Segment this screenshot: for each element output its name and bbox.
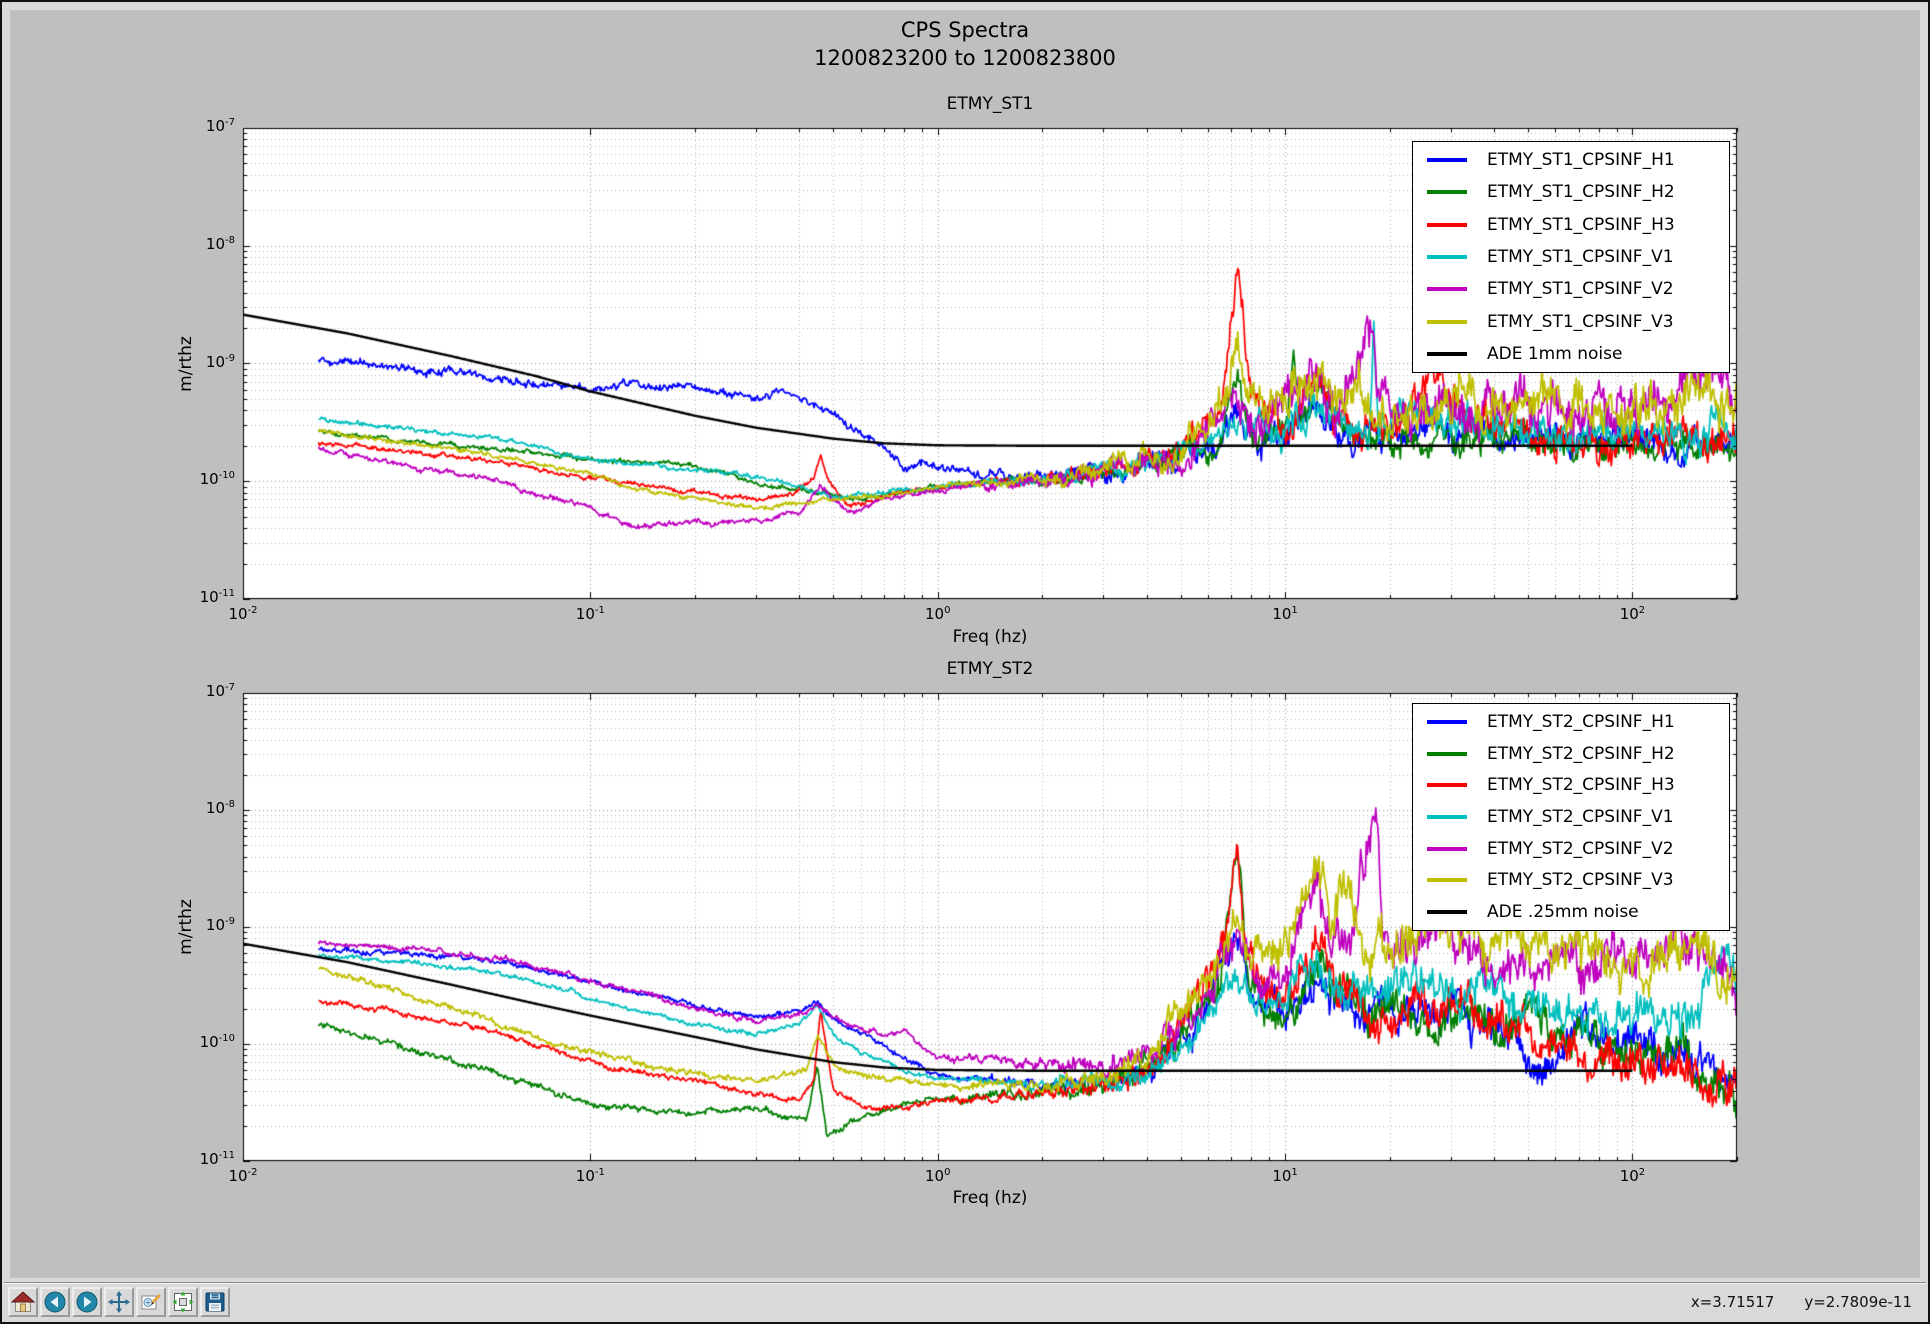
legend-line-swatch — [1427, 815, 1467, 820]
cursor-y-readout: y=2.7809e-11 — [1804, 1293, 1912, 1311]
legend-line-swatch — [1427, 158, 1467, 163]
zoom-rect-button[interactable] — [136, 1286, 166, 1317]
legend-entry: ETMY_ST1_CPSINF_V3 — [1413, 305, 1729, 337]
x-tick-label: 102 — [1619, 605, 1646, 623]
back-button[interactable] — [40, 1286, 70, 1317]
legend-line-swatch — [1427, 287, 1467, 292]
legend-ETMY_ST1: ETMY_ST1_CPSINF_H1 ETMY_ST1_CPSINF_H2 ETMY… — [1412, 141, 1730, 373]
legend-line-swatch — [1427, 222, 1467, 227]
legend-entry: ETMY_ST1_CPSINF_H3 — [1413, 209, 1729, 241]
legend-entry: ETMY_ST2_CPSINF_H3 — [1413, 769, 1729, 801]
legend-label: ETMY_ST2_CPSINF_V3 — [1487, 870, 1674, 891]
forward-button[interactable] — [72, 1286, 102, 1317]
legend-entry: ETMY_ST2_CPSINF_V2 — [1413, 833, 1729, 865]
cursor-readout: x=3.71517 y=2.7809e-11 — [1691, 1283, 1912, 1321]
figure-title-line2: 1200823200 to 1200823800 — [814, 46, 1116, 70]
y-tick-label: 10-7 — [205, 117, 235, 135]
x-tick-label: 10-2 — [228, 605, 258, 623]
legend-entry: ETMY_ST2_CPSINF_V1 — [1413, 801, 1729, 833]
legend-label: ETMY_ST1_CPSINF_H2 — [1487, 182, 1675, 203]
legend-ETMY_ST2: ETMY_ST2_CPSINF_H1 ETMY_ST2_CPSINF_H2 ETMY… — [1412, 703, 1730, 931]
x-tick-label: 10-1 — [575, 605, 605, 623]
legend-line-swatch — [1427, 719, 1467, 724]
legend-label: ETMY_ST2_CPSINF_H3 — [1487, 775, 1675, 796]
legend-label: ETMY_ST2_CPSINF_H1 — [1487, 711, 1675, 732]
figure-title-line1: CPS Spectra — [900, 18, 1030, 42]
x-tick-label: 100 — [924, 1167, 951, 1185]
y-tick-label: 10-8 — [205, 234, 235, 253]
legend-entry: ETMY_ST1_CPSINF_V2 — [1413, 273, 1729, 305]
floppy-disk-icon — [203, 1290, 227, 1314]
legend-line-swatch — [1427, 254, 1467, 259]
y-tick-label: 10-11 — [199, 1150, 235, 1168]
legend-label: ETMY_ST1_CPSINF_V2 — [1487, 279, 1674, 300]
legend-label: ADE 1mm noise — [1487, 343, 1623, 364]
legend-entry: ETMY_ST1_CPSINF_V1 — [1413, 241, 1729, 273]
cursor-x-readout: x=3.71517 — [1690, 1293, 1775, 1311]
legend-label: ETMY_ST1_CPSINF_H3 — [1487, 214, 1675, 235]
home-icon — [11, 1290, 35, 1314]
legend-label: ETMY_ST1_CPSINF_V1 — [1487, 246, 1674, 267]
subplot1-xlabel: Freq (hz) — [952, 627, 1028, 647]
x-tick-label: 10-2 — [228, 1167, 258, 1185]
move-arrows-icon — [107, 1290, 131, 1314]
legend-entry: ADE 1mm noise — [1413, 338, 1729, 370]
x-tick-label: 102 — [1619, 1167, 1646, 1185]
y-tick-label: 10-7 — [205, 682, 235, 700]
legend-label: ETMY_ST1_CPSINF_H1 — [1487, 150, 1675, 171]
legend-line-swatch — [1427, 351, 1467, 356]
legend-label: ETMY_ST1_CPSINF_V3 — [1487, 311, 1674, 332]
zoom-pencil-icon — [139, 1290, 163, 1314]
x-tick-label: 10-1 — [575, 1167, 605, 1185]
legend-line-swatch — [1427, 878, 1467, 883]
subplot2-xlabel: Freq (hz) — [952, 1188, 1028, 1208]
y-tick-label: 10-11 — [199, 588, 235, 606]
x-tick-label: 101 — [1272, 605, 1298, 623]
figure-canvas-area: CPS Spectra 1200823200 to 1200823800 ETM… — [10, 10, 1920, 1278]
y-tick-label: 10-8 — [205, 799, 235, 817]
y-tick-label: 10-9 — [205, 352, 235, 371]
legend-line-swatch — [1427, 319, 1467, 324]
y-tick-label: 10-10 — [199, 1033, 235, 1051]
subplot1-title: ETMY_ST1 — [946, 94, 1034, 114]
legend-label: ADE .25mm noise — [1487, 902, 1639, 923]
pan-button[interactable] — [104, 1286, 134, 1317]
legend-label: ETMY_ST2_CPSINF_V1 — [1487, 807, 1674, 828]
home-button[interactable] — [8, 1286, 38, 1317]
legend-label: ETMY_ST2_CPSINF_V2 — [1487, 838, 1674, 859]
legend-line-swatch — [1427, 910, 1467, 915]
x-tick-label: 100 — [924, 605, 951, 623]
arrow-left-icon — [43, 1290, 67, 1314]
configure-subplots-button[interactable] — [168, 1286, 198, 1317]
legend-line-swatch — [1427, 846, 1467, 851]
toolbar: x=3.71517 y=2.7809e-11 — [4, 1282, 1926, 1320]
legend-entry: ETMY_ST2_CPSINF_H1 — [1413, 706, 1729, 738]
figure-title: CPS Spectra 1200823200 to 1200823800 — [10, 16, 1920, 72]
legend-entry: ETMY_ST1_CPSINF_H2 — [1413, 176, 1729, 208]
y-tick-label: 10-10 — [199, 470, 235, 489]
y-tick-label: 10-9 — [205, 916, 235, 934]
subplots-icon — [171, 1290, 195, 1314]
legend-entry: ETMY_ST2_CPSINF_H2 — [1413, 738, 1729, 770]
legend-entry: ADE .25mm noise — [1413, 896, 1729, 928]
legend-entry: ETMY_ST2_CPSINF_V3 — [1413, 865, 1729, 897]
x-tick-label: 101 — [1272, 1167, 1298, 1185]
legend-line-swatch — [1427, 783, 1467, 788]
subplot2-title: ETMY_ST2 — [946, 659, 1034, 679]
save-button[interactable] — [200, 1286, 230, 1317]
arrow-right-icon — [75, 1290, 99, 1314]
legend-line-swatch — [1427, 751, 1467, 756]
legend-entry: ETMY_ST1_CPSINF_H1 — [1413, 144, 1729, 176]
legend-label: ETMY_ST2_CPSINF_H2 — [1487, 743, 1675, 764]
legend-line-swatch — [1427, 190, 1467, 195]
